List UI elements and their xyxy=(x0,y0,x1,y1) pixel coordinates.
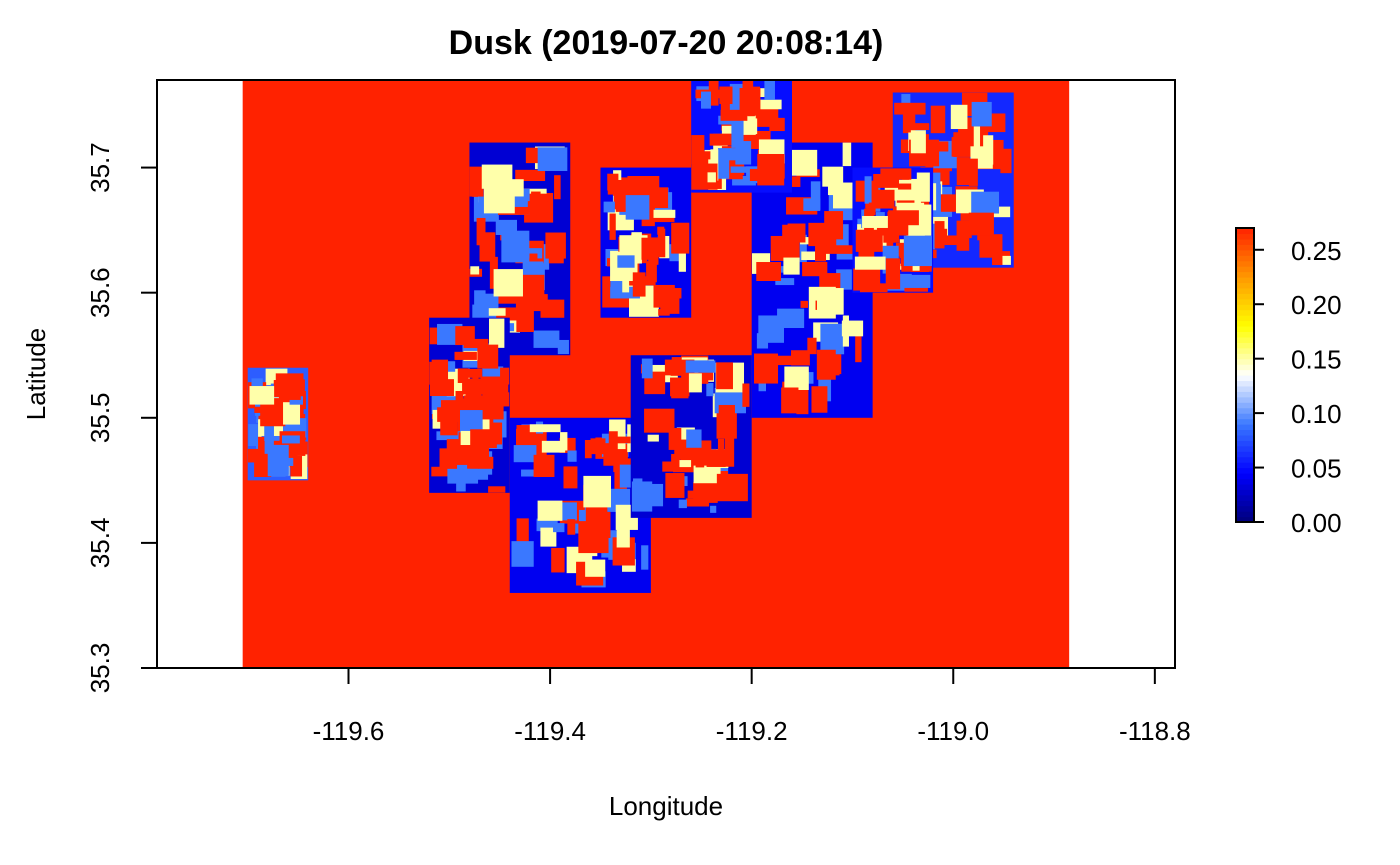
x-tick-label: -118.8 xyxy=(1119,716,1191,746)
low-value-region xyxy=(852,167,934,293)
x-axis: -119.6 -119.4 -119.2 -119.0 -118.8 xyxy=(313,667,1191,746)
y-tick-label: 35.6 xyxy=(85,267,115,318)
y-tick-label: 35.3 xyxy=(85,643,115,694)
low-value-region xyxy=(630,355,752,518)
low-value-region xyxy=(600,167,692,318)
chart-title: Dusk (2019-07-20 20:08:14) xyxy=(449,24,884,62)
y-axis: 35.3 35.4 35.5 35.6 35.7 xyxy=(85,142,158,694)
colorbar-legend: 0.00 0.05 0.10 0.15 0.20 0.25 xyxy=(1235,227,1342,538)
low-value-region xyxy=(429,317,510,493)
colorbar-tick-label: 0.15 xyxy=(1291,345,1342,375)
colorbar-tick-label: 0.20 xyxy=(1291,290,1342,320)
y-axis-label: Latitude xyxy=(21,328,51,421)
low-value-region xyxy=(691,80,792,193)
raster-image xyxy=(242,80,1070,668)
y-tick-label: 35.5 xyxy=(85,392,115,443)
x-tick-label: -119.6 xyxy=(313,716,385,746)
y-tick-label: 35.4 xyxy=(85,518,115,569)
low-value-region xyxy=(247,367,309,481)
colorbar-tick-label: 0.00 xyxy=(1291,508,1342,538)
x-axis-label: Longitude xyxy=(609,791,723,821)
y-tick-label: 35.7 xyxy=(85,142,115,193)
x-tick-label: -119.2 xyxy=(716,716,788,746)
colorbar-tick-label: 0.25 xyxy=(1291,236,1342,266)
colorbar-tick-label: 0.05 xyxy=(1291,454,1342,484)
colorbar-frame xyxy=(1235,227,1255,523)
x-tick-label: -119.4 xyxy=(514,716,586,746)
low-value-region xyxy=(509,417,651,593)
x-tick-label: -119.0 xyxy=(917,716,989,746)
colorbar-tick-label: 0.10 xyxy=(1291,399,1342,429)
